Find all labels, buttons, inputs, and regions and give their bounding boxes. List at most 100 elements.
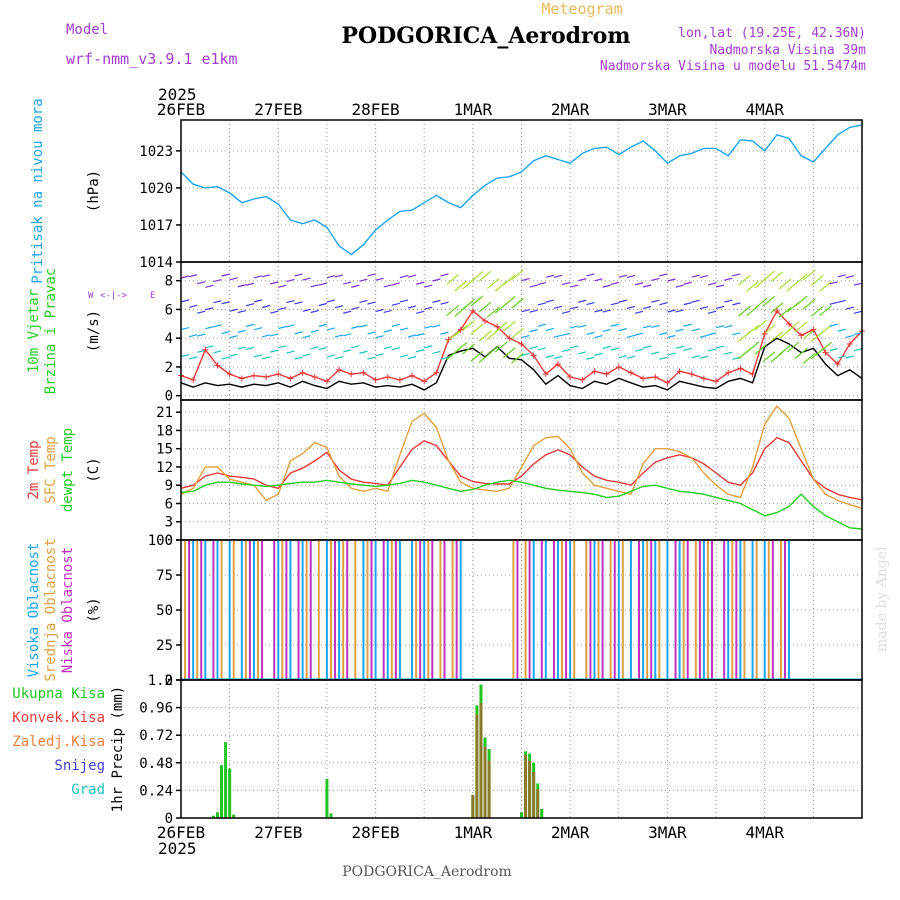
compass-east: E xyxy=(150,291,155,301)
wind-arrow xyxy=(310,309,319,314)
wind-arrow xyxy=(819,324,832,336)
wind-arrow xyxy=(351,345,360,349)
wind-arrow xyxy=(310,329,319,333)
wind-arrow xyxy=(675,328,684,332)
wind-arrow xyxy=(699,334,709,338)
gust-marker xyxy=(360,369,367,376)
day-label-bottom: 27FEB xyxy=(254,823,302,842)
gust-marker xyxy=(627,369,634,376)
wind-arrow xyxy=(399,274,409,279)
wind-arrow xyxy=(416,281,425,285)
legend-label: Konvek.Kisa xyxy=(12,710,105,726)
side-label: SFC Temp xyxy=(43,436,59,503)
wind-arrow xyxy=(375,308,384,313)
wind-arrow xyxy=(205,284,214,288)
wind-arrow xyxy=(454,342,468,354)
wind-arrow xyxy=(594,334,603,339)
wind-arrow xyxy=(626,274,636,278)
wind-arrow xyxy=(261,304,271,309)
wind-arrow xyxy=(770,271,784,283)
wind-arrow xyxy=(754,298,768,309)
wind-arrow xyxy=(829,348,838,352)
wind-arrow xyxy=(738,305,751,317)
legend-label: Zaledj.Kisa xyxy=(12,734,105,750)
wind-arrow xyxy=(440,331,449,335)
wind-arrow xyxy=(561,310,571,314)
wind-arrow xyxy=(667,334,676,339)
y-tick-label: 6 xyxy=(165,302,173,318)
gust-marker xyxy=(445,336,452,343)
wind-arrow xyxy=(778,278,792,290)
wind-arrow xyxy=(383,284,392,288)
wind-arrow xyxy=(545,299,555,303)
wind-arrow xyxy=(626,334,636,338)
wind-arrow xyxy=(778,306,792,318)
wind-arrow xyxy=(189,356,198,360)
gust-marker xyxy=(469,307,476,314)
wind-arrow xyxy=(707,348,717,352)
wind-arrow xyxy=(794,273,808,285)
wind-arrow xyxy=(383,329,392,333)
wind-arrow xyxy=(602,328,611,332)
wind-arrow xyxy=(440,301,449,305)
wind-arrow xyxy=(778,344,792,356)
station-title: PODGORICA_Aerodrom xyxy=(341,23,630,49)
wind-arrow xyxy=(521,335,530,339)
wind-arrow xyxy=(416,349,425,353)
wind-arrow xyxy=(470,270,484,282)
wind-arrow xyxy=(221,273,230,277)
wind-arrow xyxy=(424,345,433,349)
wind-arrow xyxy=(270,349,279,353)
wind-arrow xyxy=(318,346,328,351)
wind-arrow xyxy=(643,306,652,310)
day-label-bottom: 4MAR xyxy=(745,823,784,842)
y-tick-label: 0 xyxy=(165,389,173,405)
wind-arrow xyxy=(545,354,555,358)
gust-marker xyxy=(214,362,221,369)
wind-arrow xyxy=(570,284,579,288)
wind-arrow xyxy=(837,299,846,303)
meteogram-subtitle: Meteogram xyxy=(541,0,622,18)
wind-arrow xyxy=(318,302,328,307)
wind-arrow xyxy=(746,324,759,336)
gust-marker xyxy=(421,378,428,385)
gust-marker xyxy=(494,323,501,330)
wind-arrow xyxy=(675,309,684,313)
wind-arrow xyxy=(424,284,433,288)
wind-arrow xyxy=(511,297,524,309)
wind-arrow xyxy=(310,284,319,288)
top-day-axis: 26FEB 27FEB 28FEB 1MAR 2MAR 3MAR 4MAR xyxy=(157,100,784,119)
day-label-bottom: 26FEB xyxy=(157,823,205,842)
wind-arrow xyxy=(261,356,271,360)
credit: made by Angel xyxy=(874,546,890,652)
wind-arrow xyxy=(446,273,459,285)
wind-arrow xyxy=(351,325,360,329)
wind-arrow xyxy=(586,356,595,360)
wind-arrow xyxy=(754,319,768,331)
wind-arrow xyxy=(691,299,700,303)
precip-bar xyxy=(224,742,228,818)
y-tick-label: 0.24 xyxy=(139,783,173,799)
footer-station: PODGORICA_Aerodrom xyxy=(342,864,512,880)
wind-arrow xyxy=(462,298,476,310)
gust-marker xyxy=(737,365,744,372)
wind-arrow xyxy=(570,345,579,349)
wind-arrow xyxy=(529,345,538,350)
wind-arrow xyxy=(391,323,400,327)
wind-arrow xyxy=(651,324,660,328)
gust-marker xyxy=(640,375,647,382)
wind-arrow xyxy=(829,281,838,285)
wind-arrow xyxy=(819,280,832,292)
gust-marker xyxy=(226,371,233,378)
wind-arrow xyxy=(578,324,587,328)
wind-arrow xyxy=(786,321,800,333)
wind-arrow xyxy=(245,282,255,286)
side-label: Brzina i Pravac xyxy=(43,268,59,394)
gust-marker xyxy=(725,369,732,376)
wind-arrow xyxy=(594,309,603,313)
wind-arrow xyxy=(853,332,863,336)
wind-arrow xyxy=(853,348,863,352)
wind-arrow xyxy=(261,274,271,278)
wind-arrow xyxy=(278,306,287,311)
